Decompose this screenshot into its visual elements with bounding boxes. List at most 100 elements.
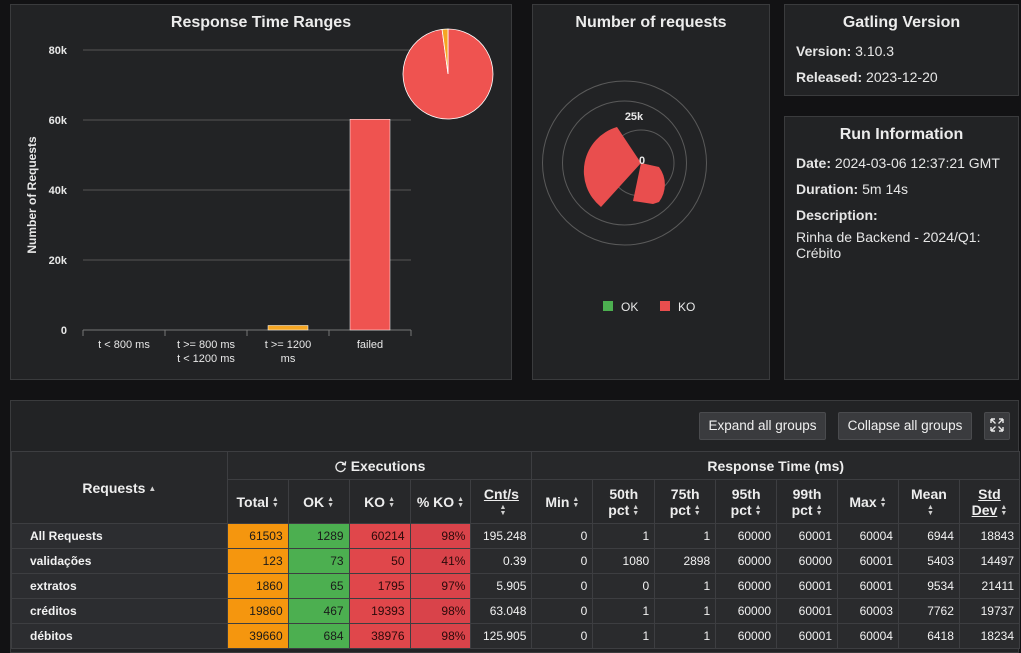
- cell-ko: 38976: [348, 623, 411, 649]
- expand-arrows-icon: [990, 418, 1004, 433]
- y-tick-label: 80k: [49, 45, 68, 57]
- column-header-std-dev[interactable]: Std Dev ▲ ▼: [958, 479, 1021, 524]
- legend-ko-swatch[interactable]: [660, 301, 670, 311]
- column-header-ok[interactable]: OK ▲ ▼: [287, 479, 350, 524]
- cell-total: 61503: [226, 523, 289, 549]
- version-label: Version:: [796, 43, 852, 59]
- request-name-cell[interactable]: All Requests: [11, 523, 228, 549]
- column-header-label: % KO: [416, 493, 455, 510]
- x-tick-label: t >= 1200: [265, 339, 312, 351]
- cell-p50: 0: [592, 573, 656, 599]
- number-of-requests-chart: 25k 0 OK KO: [542, 80, 707, 314]
- cell-mean: 7762: [897, 598, 960, 624]
- bar[interactable]: [267, 325, 309, 331]
- released-value: 2023-12-20: [866, 69, 938, 85]
- table-row[interactable]: débitos 39660 684 38976 98% 125.905 0 1 1 60000 60…: [11, 623, 1021, 649]
- cell-min: 0: [531, 523, 594, 549]
- column-header-95th-pct[interactable]: 95th pct ▲ ▼: [715, 479, 778, 524]
- table-row[interactable]: créditos 19860 467 19393 98% 63.048 0 1 1 60000 60…: [11, 598, 1021, 624]
- column-header-mean[interactable]: Mean ▲ ▼: [897, 479, 960, 524]
- bar[interactable]: [349, 119, 391, 331]
- cell-std: 18234: [958, 623, 1021, 649]
- collapse-all-groups-button[interactable]: Collapse all groups: [838, 412, 972, 440]
- column-header-label: Cnt/s: [483, 485, 519, 502]
- legend-ko-label[interactable]: KO: [678, 300, 695, 314]
- column-header-50th-pct[interactable]: 50th pct ▲ ▼: [592, 479, 656, 524]
- sort-icon: ▲ ▼: [457, 495, 465, 509]
- executions-group-header: Executions: [226, 451, 533, 480]
- request-name-cell[interactable]: créditos: [11, 598, 228, 624]
- cell-ok: 684: [287, 623, 350, 649]
- cell-p75: 1: [654, 573, 717, 599]
- cell-std: 18843: [958, 523, 1021, 549]
- cell-std: 19737: [958, 598, 1021, 624]
- legend-ok-label[interactable]: OK: [621, 300, 638, 314]
- cell-p75: 1: [654, 598, 717, 624]
- duration-value: 5m 14s: [862, 181, 909, 197]
- sort-asc-icon: ▲: [148, 484, 157, 494]
- column-header-99th-pct[interactable]: 99th pct ▲ ▼: [776, 479, 839, 524]
- column-header-ko[interactable]: % KO ▲ ▼: [409, 479, 472, 524]
- cell-ko: 60214: [348, 523, 411, 549]
- request-name-cell[interactable]: validações: [11, 548, 228, 574]
- column-header-max[interactable]: Max ▲ ▼: [837, 479, 899, 524]
- cell-p95: 60000: [715, 523, 778, 549]
- sort-icon: ▲ ▼: [879, 495, 887, 509]
- cell-max: 60001: [837, 573, 899, 599]
- request-name-cell[interactable]: débitos: [11, 623, 228, 649]
- sort-icon: ▲ ▼: [632, 503, 640, 517]
- column-header-ko[interactable]: KO ▲ ▼: [348, 479, 411, 524]
- table-row[interactable]: All Requests 61503 1289 60214 98% 195.248 0 1 1 6…: [11, 523, 1021, 549]
- request-name-cell[interactable]: extratos: [11, 573, 228, 599]
- polar-slice-ko-small: [633, 163, 665, 204]
- column-header-cnt-s[interactable]: Cnt/s ▲ ▼: [470, 479, 533, 524]
- cell-cnts: 0.39: [470, 548, 533, 574]
- released-row: Released: 2023-12-20: [796, 69, 938, 85]
- cell-min: 0: [531, 623, 594, 649]
- polar-tick-outer: 25k: [625, 111, 644, 123]
- x-tick-label: t < 1200 ms: [177, 353, 235, 365]
- x-tick-label: t < 800 ms: [98, 339, 150, 351]
- cell-ko: 50: [348, 548, 411, 574]
- cell-max: 60004: [837, 523, 899, 549]
- refresh-icon: [334, 460, 346, 472]
- sort-icon: ▲ ▼: [572, 495, 580, 509]
- cell-p50: 1080: [592, 548, 656, 574]
- expand-all-groups-button[interactable]: Expand all groups: [699, 412, 826, 440]
- y-tick-label: 40k: [49, 185, 68, 197]
- sort-icon: ▲ ▼: [388, 495, 395, 509]
- cell-ok: 73: [287, 548, 350, 574]
- number-of-requests-title: Number of requests: [575, 14, 727, 31]
- pie-slice[interactable]: [441, 28, 449, 75]
- table-row[interactable]: validações 123 73 50 41% 0.39 0 1080 2898 60000 60…: [11, 548, 1021, 574]
- date-label: Date:: [796, 155, 832, 171]
- cell-p99: 60000: [776, 548, 839, 574]
- column-header-label-line2: pct: [730, 501, 752, 518]
- requests-column-header[interactable]: Requests ▲: [11, 451, 228, 524]
- column-header-label: 50th: [609, 485, 639, 502]
- cell-total: 1860: [226, 573, 289, 599]
- cell-ok: 467: [287, 598, 350, 624]
- y-tick-label: 0: [61, 325, 67, 337]
- column-header-75th-pct[interactable]: 75th pct ▲ ▼: [654, 479, 717, 524]
- cell-p75: 2898: [654, 548, 717, 574]
- table-row[interactable]: extratos 1860 65 1795 97% 5.905 0 0 1 60000 60001 6…: [11, 573, 1021, 599]
- cell-pko: 98%: [409, 623, 472, 649]
- cell-mean: 6418: [897, 623, 960, 649]
- released-label: Released:: [796, 69, 863, 85]
- column-header-total[interactable]: Total ▲ ▼: [226, 479, 289, 524]
- cell-total: 39660: [226, 623, 289, 649]
- fullscreen-button[interactable]: [984, 412, 1010, 440]
- cell-cnts: 5.905: [470, 573, 533, 599]
- polar-tick-center: 0: [639, 155, 645, 167]
- duration-label: Duration:: [796, 181, 859, 197]
- cell-total: 123: [226, 548, 289, 574]
- legend-ok-swatch[interactable]: [603, 301, 613, 311]
- cell-cnts: 125.905: [470, 623, 533, 649]
- column-header-min[interactable]: Min ▲ ▼: [531, 479, 594, 524]
- cell-p95: 60000: [715, 548, 778, 574]
- sort-icon: ▲ ▼: [815, 503, 823, 517]
- cell-ko: 19393: [348, 598, 411, 624]
- version-value: 3.10.3: [855, 43, 895, 59]
- column-header-label-line2: pct: [669, 501, 691, 518]
